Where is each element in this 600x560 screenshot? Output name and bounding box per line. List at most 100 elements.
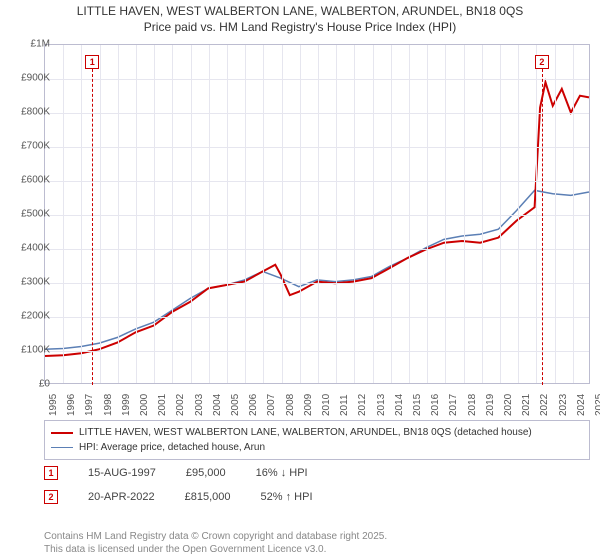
legend: LITTLE HAVEN, WEST WALBERTON LANE, WALBE… — [44, 420, 590, 460]
x-axis-label: 2005 — [230, 394, 241, 416]
x-axis-label: 2012 — [357, 394, 368, 416]
gridline-v — [409, 45, 410, 383]
gridline-v — [63, 45, 64, 383]
x-axis-label: 2013 — [376, 394, 387, 416]
gridline-v — [227, 45, 228, 383]
gridline-v — [318, 45, 319, 383]
x-axis-label: 2025 — [594, 394, 600, 416]
x-axis-label: 2000 — [139, 394, 150, 416]
legend-row: HPI: Average price, detached house, Arun — [51, 440, 583, 455]
gridline-v — [154, 45, 155, 383]
x-axis-label: 2002 — [175, 394, 186, 416]
footer-line2: This data is licensed under the Open Gov… — [44, 543, 387, 556]
x-axis-label: 2021 — [521, 394, 532, 416]
x-axis-label: 2003 — [194, 394, 205, 416]
gridline-v — [245, 45, 246, 383]
x-axis-label: 1999 — [121, 394, 132, 416]
x-axis-label: 2006 — [248, 394, 259, 416]
gridline-h — [45, 147, 589, 148]
footer-line1: Contains HM Land Registry data © Crown c… — [44, 530, 387, 543]
legend-label: HPI: Average price, detached house, Arun — [79, 440, 265, 455]
y-axis-label: £900K — [8, 73, 50, 84]
annotation-delta: 16% ↓ HPI — [256, 467, 308, 479]
annotation-price: £815,000 — [185, 491, 231, 503]
annotation-row-1: 1 15-AUG-1997 £95,000 16% ↓ HPI — [44, 466, 590, 480]
x-axis-label: 2018 — [467, 394, 478, 416]
gridline-v — [536, 45, 537, 383]
x-axis-label: 1997 — [84, 394, 95, 416]
gridline-h — [45, 351, 589, 352]
gridline-v — [282, 45, 283, 383]
x-axis-label: 2004 — [212, 394, 223, 416]
chart-container: LITTLE HAVEN, WEST WALBERTON LANE, WALBE… — [0, 0, 600, 560]
x-axis-label: 2010 — [321, 394, 332, 416]
gridline-v — [555, 45, 556, 383]
chart-svg — [45, 45, 589, 383]
plot-area: 12 — [44, 44, 590, 384]
x-axis-label: 2007 — [266, 394, 277, 416]
x-axis-label: 2019 — [485, 394, 496, 416]
annotation-delta: 52% ↑ HPI — [261, 491, 313, 503]
gridline-v — [445, 45, 446, 383]
y-axis-label: £200K — [8, 311, 50, 322]
x-axis-label: 2015 — [412, 394, 423, 416]
gridline-v — [391, 45, 392, 383]
x-axis-label: 2017 — [448, 394, 459, 416]
annotation-date: 20-APR-2022 — [88, 491, 155, 503]
legend-row: LITTLE HAVEN, WEST WALBERTON LANE, WALBE… — [51, 425, 583, 440]
annotation-date: 15-AUG-1997 — [88, 467, 156, 479]
y-axis-label: £800K — [8, 107, 50, 118]
legend-swatch — [51, 432, 73, 434]
y-axis-label: £1M — [8, 39, 50, 50]
legend-swatch — [51, 447, 73, 448]
y-axis-label: £400K — [8, 243, 50, 254]
gridline-v — [518, 45, 519, 383]
annotation-row-2: 2 20-APR-2022 £815,000 52% ↑ HPI — [44, 490, 590, 504]
gridline-h — [45, 181, 589, 182]
gridline-v — [191, 45, 192, 383]
y-axis-label: £100K — [8, 345, 50, 356]
gridline-v — [354, 45, 355, 383]
footer: Contains HM Land Registry data © Crown c… — [44, 530, 387, 556]
gridline-v — [209, 45, 210, 383]
gridline-v — [573, 45, 574, 383]
x-axis-label: 1998 — [103, 394, 114, 416]
annotation-price: £95,000 — [186, 467, 226, 479]
gridline-v — [263, 45, 264, 383]
chart-title-line2: Price paid vs. HM Land Registry's House … — [0, 20, 600, 40]
gridline-v — [118, 45, 119, 383]
gridline-v — [136, 45, 137, 383]
gridline-h — [45, 317, 589, 318]
x-axis-label: 2023 — [558, 394, 569, 416]
chart-title-line1: LITTLE HAVEN, WEST WALBERTON LANE, WALBE… — [0, 0, 600, 20]
x-axis-label: 1995 — [48, 394, 59, 416]
y-axis-label: £600K — [8, 175, 50, 186]
gridline-v — [427, 45, 428, 383]
y-axis-label: £700K — [8, 141, 50, 152]
y-axis-label: £0 — [8, 379, 50, 390]
x-axis-label: 2022 — [539, 394, 550, 416]
marker-box-2: 2 — [535, 55, 549, 69]
legend-label: LITTLE HAVEN, WEST WALBERTON LANE, WALBE… — [79, 425, 532, 440]
gridline-h — [45, 113, 589, 114]
x-axis-label: 2014 — [394, 394, 405, 416]
gridline-v — [500, 45, 501, 383]
x-axis-label: 2009 — [303, 394, 314, 416]
gridline-v — [464, 45, 465, 383]
gridline-h — [45, 79, 589, 80]
marker-box-1: 1 — [85, 55, 99, 69]
gridline-v — [373, 45, 374, 383]
gridline-v — [300, 45, 301, 383]
x-axis-label: 2016 — [430, 394, 441, 416]
annotation-marker-1: 1 — [44, 466, 58, 480]
gridline-v — [482, 45, 483, 383]
y-axis-label: £500K — [8, 209, 50, 220]
x-axis-label: 2020 — [503, 394, 514, 416]
gridline-v — [100, 45, 101, 383]
y-axis-label: £300K — [8, 277, 50, 288]
gridline-h — [45, 215, 589, 216]
marker-dash-1 — [92, 69, 93, 385]
annotation-marker-2: 2 — [44, 490, 58, 504]
x-axis-label: 1996 — [66, 394, 77, 416]
x-axis-label: 2008 — [285, 394, 296, 416]
